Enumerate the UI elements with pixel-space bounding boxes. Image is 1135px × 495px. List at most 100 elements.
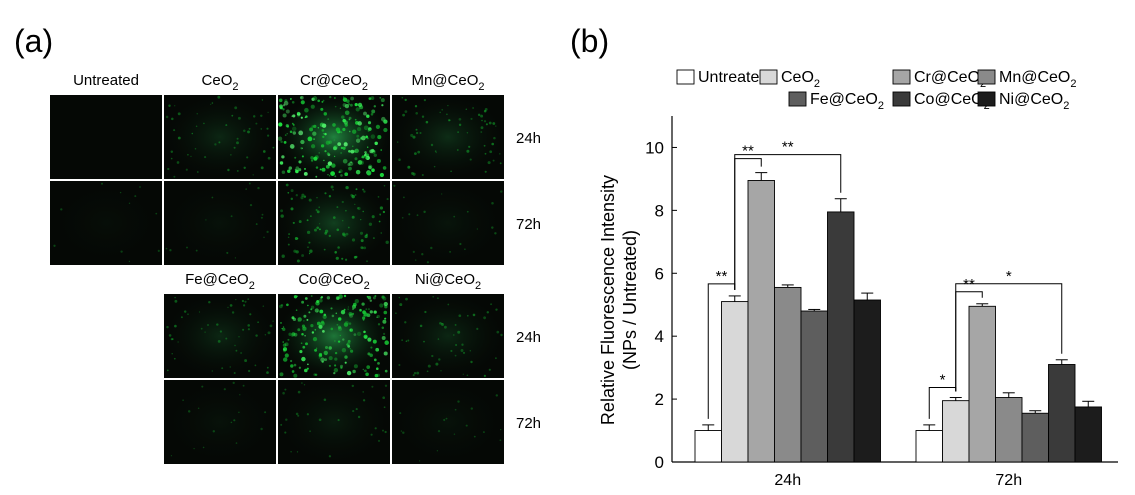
- bottom-column-label-base: Fe@CeO: [185, 271, 249, 288]
- legend-swatch: [977, 91, 996, 107]
- bottom-row-label: 24h: [516, 329, 541, 346]
- top-micrograph-tile: [392, 95, 504, 179]
- top-column-label: Mn@CeO2: [411, 72, 484, 93]
- legend-label-base: Fe@CeO: [810, 91, 878, 108]
- y-tick-label: 0: [655, 453, 664, 472]
- y-axis-label-line2: (NPs / Untreated): [620, 230, 640, 370]
- y-tick-label: 2: [655, 390, 664, 409]
- legend-item: Ni@CeO2: [977, 91, 1069, 112]
- significance-stars: *: [1006, 268, 1012, 285]
- bar-untreated-24h: [694, 430, 722, 463]
- legend-label: Cr@CeO2: [914, 69, 986, 90]
- bottom-column-label: Fe@CeO2: [185, 271, 255, 292]
- significance-stars: **: [742, 143, 754, 160]
- bar-cr-ceo2-72h: [968, 305, 996, 463]
- bar-untreated-72h: [915, 430, 943, 463]
- legend-label: Ni@CeO2: [999, 91, 1069, 112]
- bar-co-ceo2-24h: [827, 211, 855, 463]
- top-column-label: CeO2: [202, 72, 239, 93]
- legend-swatch: [759, 69, 778, 85]
- bar-mn-ceo2-72h: [995, 397, 1023, 463]
- legend-label-subscript: 2: [1063, 100, 1069, 112]
- bottom-micrograph-tile: [164, 294, 276, 378]
- bottom-column-label-subscript: 2: [249, 280, 255, 292]
- bottom-column-label-subscript: 2: [364, 280, 370, 292]
- legend-label: Fe@CeO2: [810, 91, 884, 112]
- legend-label-subscript: 2: [878, 100, 884, 112]
- legend-label: Mn@CeO2: [999, 69, 1077, 90]
- bottom-column-label-subscript: 2: [475, 280, 481, 292]
- significance-stars: *: [940, 372, 946, 389]
- legend-swatch: [892, 91, 911, 107]
- bottom-column-label-base: Ni@CeO: [415, 271, 475, 288]
- bottom-micrograph-tile: [164, 380, 276, 464]
- legend-item: Mn@CeO2: [977, 69, 1077, 90]
- top-micrograph-tile: [50, 95, 162, 179]
- legend-label-base: Untreated: [698, 69, 768, 86]
- legend-label-base: CeO: [781, 69, 814, 86]
- bar-fe-ceo2-72h: [1021, 412, 1049, 463]
- significance-stars: **: [782, 139, 794, 156]
- top-micrograph-tile: [392, 181, 504, 265]
- y-tick-label: 6: [655, 264, 664, 283]
- legend-swatch: [977, 69, 996, 85]
- bar-co-ceo2-72h: [1048, 364, 1076, 463]
- bar-fe-ceo2-24h: [800, 310, 828, 463]
- bottom-micrograph-tile: [392, 294, 504, 378]
- y-tick-label: 4: [655, 327, 664, 346]
- top-micrograph-tile: [50, 181, 162, 265]
- legend-swatch: [676, 69, 695, 85]
- legend-swatch: [892, 69, 911, 85]
- significance-bracket: [734, 154, 842, 290]
- top-column-label-base: Untreated: [73, 72, 139, 89]
- panel-a-label: (a): [14, 23, 53, 59]
- legend-item: Fe@CeO2: [788, 91, 884, 112]
- bottom-column-label: Co@CeO2: [298, 271, 369, 292]
- legend-label-base: Ni@CeO: [999, 91, 1063, 108]
- top-column-label-subscript: 2: [362, 81, 368, 93]
- legend-item: Co@CeO2: [892, 91, 990, 112]
- top-column-label: Cr@CeO2: [300, 72, 368, 93]
- top-micrograph-tile: [164, 181, 276, 265]
- y-axis-label-line1: Relative Fluorescence Intensity: [598, 175, 618, 425]
- legend-item: CeO2: [759, 69, 820, 90]
- bar-ni-ceo2-24h: [853, 299, 881, 463]
- top-column-label-base: Mn@CeO: [411, 72, 478, 89]
- bar-mn-ceo2-24h: [774, 286, 802, 463]
- top-row-label: 72h: [516, 216, 541, 233]
- bar-cr-ceo2-24h: [747, 180, 775, 463]
- bottom-column-label: Ni@CeO2: [415, 271, 481, 292]
- bottom-micrograph-tile: [278, 380, 390, 464]
- legend-swatch: [788, 91, 807, 107]
- bottom-micrograph-tile: [278, 294, 390, 378]
- bottom-row-label: 72h: [516, 415, 541, 432]
- bar-ceo2-24h: [721, 301, 749, 463]
- significance-stars: **: [716, 268, 728, 285]
- top-column-label-base: CeO: [202, 72, 233, 89]
- legend-item: Cr@CeO2: [892, 69, 986, 90]
- legend-label-subscript: 2: [1070, 78, 1076, 90]
- legend-label: CeO2: [781, 69, 820, 90]
- panel-b-label: (b): [570, 23, 609, 59]
- legend-label-base: Co@CeO: [914, 91, 984, 108]
- top-micrograph-tile: [278, 181, 390, 265]
- x-tick-label: 72h: [995, 472, 1022, 489]
- bar-ni-ceo2-72h: [1074, 406, 1102, 463]
- top-row-label: 24h: [516, 130, 541, 147]
- top-micrograph-tile: [277, 95, 390, 179]
- top-micrograph-tile: [164, 95, 276, 179]
- bottom-column-label-base: Co@CeO: [298, 271, 363, 288]
- panel-b-bar-chart: 0 2 4 6 8 10 Relative Fluorescence Intensity (N…: [598, 69, 1118, 489]
- bar-ceo2-72h: [942, 400, 970, 463]
- top-column-label-base: Cr@CeO: [300, 72, 362, 89]
- legend-label-subscript: 2: [814, 78, 820, 90]
- y-tick-label: 8: [655, 201, 664, 220]
- legend-label: Untreated: [698, 69, 768, 86]
- legend-item: Untreated: [676, 69, 768, 86]
- panel-a-microscopy: Untreated CeO2 Cr@CeO2 Mn@CeO224h72hFe@CeO2…: [50, 72, 541, 464]
- significance-bracket: [955, 283, 1063, 392]
- x-tick-label: 24h: [774, 472, 801, 489]
- top-column-label: Untreated: [73, 72, 139, 89]
- top-column-label-subscript: 2: [478, 81, 484, 93]
